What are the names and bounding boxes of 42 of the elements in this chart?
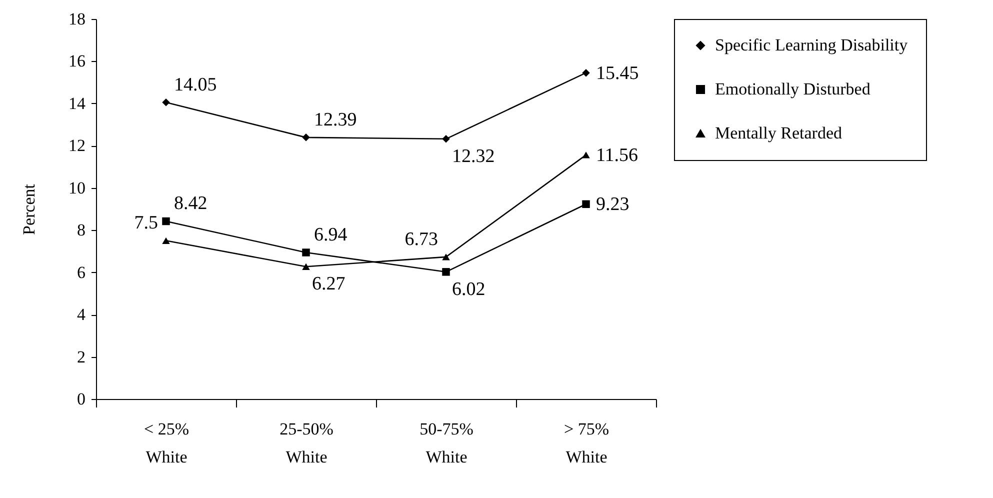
y-tick-label: 4	[77, 305, 86, 324]
legend-label: Emotionally Disturbed	[715, 80, 871, 98]
y-tick-label: 8	[77, 220, 86, 240]
point	[302, 248, 310, 256]
point	[162, 237, 170, 244]
point	[162, 98, 170, 106]
point	[582, 200, 590, 208]
point	[442, 268, 450, 276]
x-tick-label: > 75% White	[564, 420, 609, 466]
data-label: 6.94	[314, 224, 348, 246]
y-tick-label: 10	[68, 178, 86, 198]
data-label: 6.02	[452, 278, 486, 300]
y-tick-label: 16	[68, 52, 86, 71]
y-tick-label: 14	[68, 94, 86, 113]
y-tick-label: 18	[68, 10, 86, 28]
data-label: 8.42	[174, 193, 208, 214]
data-label: 7.5	[134, 212, 158, 234]
point	[442, 135, 450, 143]
data-label: 15.45	[596, 62, 639, 84]
legend-label: Mentally Retarded	[715, 124, 842, 142]
y-axis-title: Percent	[20, 184, 38, 235]
x-tick-label: 50-75% White	[420, 420, 474, 466]
x-tick-label: < 25% White	[144, 420, 189, 466]
data-label: 6.27	[312, 274, 346, 295]
data-label: 11.56	[596, 144, 638, 166]
data-label: 12.39	[314, 109, 357, 130]
y-tick-label: 0	[77, 390, 86, 408]
data-label: 9.23	[596, 194, 630, 216]
point	[302, 263, 310, 270]
point	[582, 68, 590, 77]
point	[442, 254, 450, 260]
data-label: 6.73	[404, 228, 438, 250]
legend-label: Specific Learning Disability	[715, 36, 908, 54]
y-tick-label: 2	[77, 347, 86, 366]
point	[162, 217, 170, 226]
y-tick-label: 6	[77, 262, 86, 282]
point	[302, 134, 310, 142]
y-tick-label: 12	[68, 136, 86, 156]
x-tick-label: 25-50% White	[280, 420, 334, 466]
data-label: 12.32	[452, 146, 495, 167]
point	[582, 152, 590, 158]
data-label: 14.05	[174, 74, 217, 96]
